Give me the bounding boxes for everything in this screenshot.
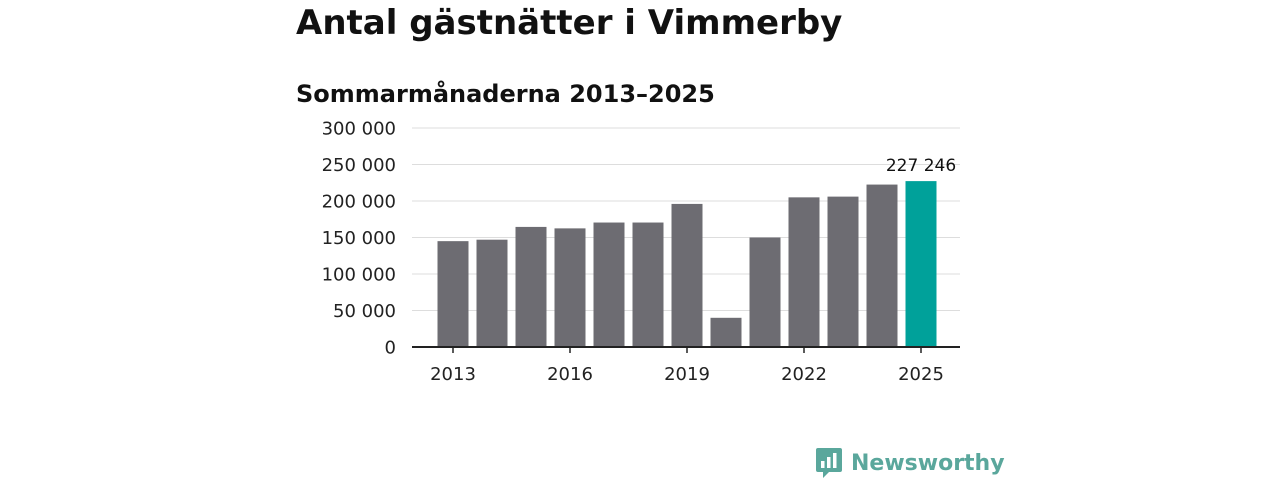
y-tick-label: 50 000 [333, 301, 396, 322]
chart-subtitle: Sommarmånaderna 2013–2025 [296, 80, 715, 108]
bar-2015 [515, 226, 547, 347]
x-axis-tick-labels: 2013 2016 2019 2022 2025 [430, 364, 944, 385]
x-tick-label: 2013 [430, 364, 476, 385]
bar-2021 [749, 237, 781, 347]
y-tick-label: 250 000 [322, 155, 396, 176]
bar-2017 [593, 222, 625, 347]
bar-2014 [476, 239, 508, 347]
bar-2013 [437, 241, 469, 347]
bars [437, 181, 937, 347]
bar-2019 [671, 203, 703, 347]
y-tick-label: 150 000 [322, 228, 396, 249]
y-tick-label: 300 000 [322, 119, 396, 140]
bar-chart-speech-bubble-icon [816, 448, 842, 478]
newsworthy-logo: Newsworthy [815, 446, 1005, 480]
chart-title: Antal gästnätter i Vimmerby [296, 3, 843, 43]
bar-2018 [632, 222, 664, 347]
brand-name: Newsworthy [851, 450, 1005, 476]
x-tick-label: 2019 [664, 364, 710, 385]
y-axis-tick-labels: 0 50 000 100 000 150 000 200 000 250 000 300 0… [322, 119, 396, 359]
x-tick-label: 2022 [781, 364, 827, 385]
bar-2016 [554, 228, 586, 347]
bar-2023 [827, 196, 859, 347]
bar-2024 [866, 184, 898, 347]
y-tick-label: 0 [385, 338, 396, 359]
y-tick-label: 200 000 [322, 192, 396, 213]
bar-2020 [710, 317, 742, 347]
data-labels: 227 246 [886, 156, 956, 176]
bar-2025 [905, 181, 937, 347]
bar-2022 [788, 197, 820, 347]
x-axis [412, 346, 960, 353]
data-label: 227 246 [886, 156, 956, 176]
x-tick-label: 2016 [547, 364, 593, 385]
x-tick-label: 2025 [898, 364, 944, 385]
y-tick-label: 100 000 [322, 265, 396, 286]
